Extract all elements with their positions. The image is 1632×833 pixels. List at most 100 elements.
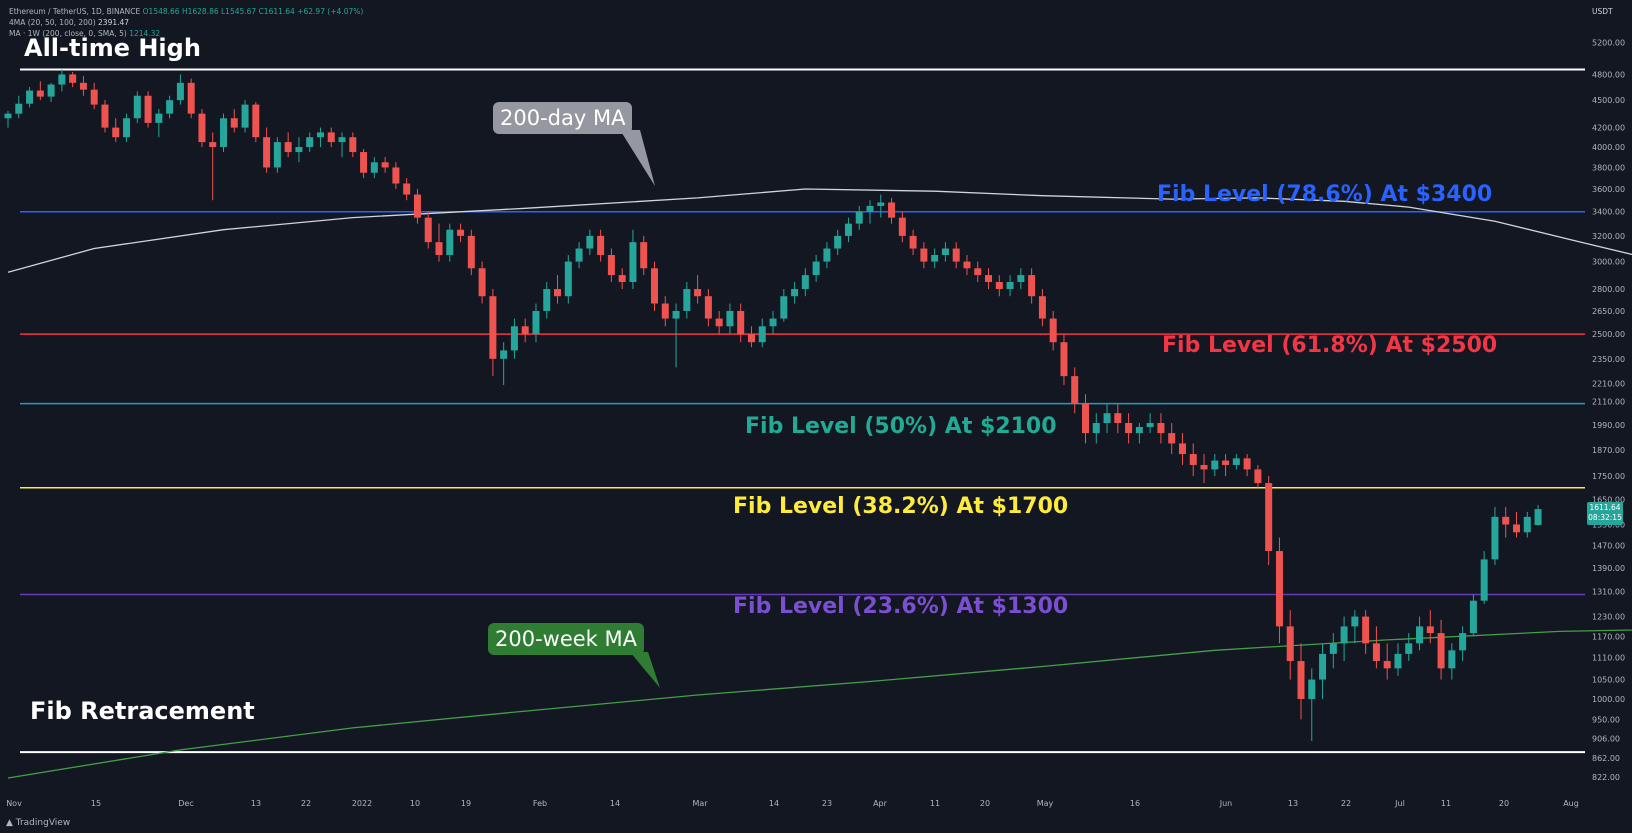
candle-body — [90, 89, 98, 105]
candle-body — [586, 235, 594, 249]
candle-body — [1232, 458, 1240, 465]
candle-body — [403, 183, 411, 195]
time-axis: Nov 15 Dec 13 22 2022 10 19 Feb 14 Mar 14 23 Apr 11 20 M… — [6, 799, 1579, 808]
candle-body — [952, 248, 960, 262]
candle-body — [1297, 661, 1305, 699]
candle-body — [489, 296, 497, 359]
tradingview-text: TradingView — [15, 818, 71, 828]
price-tick-label: 1050.00 — [1592, 676, 1625, 685]
candle-body — [1243, 458, 1251, 470]
ma1w-indicator-row[interactable]: MA · 1W (200, close, 0, SMA, 5) 1214.32 — [9, 29, 160, 38]
candle-body — [532, 310, 540, 335]
price-tick-label: 3600.00 — [1592, 185, 1625, 194]
time-tick-label: 19 — [461, 799, 471, 808]
symbol-header[interactable]: Ethereum / TetherUS, 1D, BINANCE O1548.6… — [9, 7, 363, 16]
last-price: 1611.64 — [1589, 503, 1621, 512]
candle-body — [715, 318, 723, 327]
candle-body — [424, 217, 432, 243]
price-tick-label: 3000.00 — [1592, 258, 1625, 267]
candle-body — [446, 229, 454, 256]
ma4-value: 2391.47 — [98, 18, 130, 27]
candle-body — [4, 113, 12, 119]
candle-body — [909, 235, 917, 249]
candle-body — [1491, 516, 1499, 560]
price-tick-label: 4200.00 — [1592, 124, 1625, 133]
fib-retracement-label: Fib Retracement — [30, 697, 255, 725]
price-tick-label: 950.00 — [1592, 715, 1620, 724]
candle-body — [1362, 616, 1370, 644]
candle-body — [1114, 413, 1122, 424]
candle-body — [554, 289, 562, 297]
all-time-high-label: All-time High — [24, 34, 201, 62]
candle-body — [15, 103, 23, 114]
candle-body — [123, 118, 131, 138]
candle-body — [823, 248, 831, 262]
candle-body — [1448, 650, 1456, 669]
candle-body — [1383, 661, 1391, 669]
candle-body — [112, 127, 120, 138]
candle-body — [866, 205, 874, 212]
price-tick-label: 3200.00 — [1592, 232, 1625, 241]
candle-body — [1308, 679, 1316, 699]
candle-body — [144, 95, 152, 123]
candle-body — [1200, 464, 1208, 470]
time-tick-label: 22 — [1341, 799, 1351, 808]
candle-body — [1178, 443, 1186, 455]
ma4-indicator-row[interactable]: 4MA (20, 50, 100, 200) 2391.47 — [9, 18, 129, 27]
candle-body — [198, 113, 206, 143]
candle-body — [812, 261, 820, 276]
candle-body — [413, 194, 421, 218]
candle-body — [1049, 318, 1057, 343]
candle-body — [1060, 342, 1068, 377]
candle-body — [1523, 516, 1531, 533]
candle-body — [726, 310, 734, 327]
candle-body — [1092, 423, 1100, 434]
candle-body — [1082, 403, 1089, 434]
price-tick-label: 3400.00 — [1592, 208, 1625, 217]
tradingview-logo[interactable]: ▲ TradingView — [6, 818, 71, 828]
price-tick-label: 4800.00 — [1592, 70, 1625, 79]
candle-body — [855, 211, 863, 224]
time-tick-label: 13 — [251, 799, 261, 808]
price-tick-label: 822.00 — [1592, 773, 1620, 782]
candle-body — [995, 282, 1003, 290]
candle-body — [564, 261, 572, 297]
price-tick-label: 1170.00 — [1592, 632, 1625, 641]
price-tick-label: 2350.00 — [1592, 355, 1625, 364]
candle-body — [791, 289, 799, 297]
candle-body — [1006, 282, 1014, 290]
price-tick-label: 862.00 — [1592, 754, 1620, 763]
candle-body — [704, 296, 712, 319]
price-chart[interactable]: 5200.00 4800.00 4500.00 4200.00 4000.00 3800.… — [0, 0, 1632, 815]
candle-body — [1340, 626, 1348, 644]
candle-body — [1319, 653, 1327, 680]
candle-body — [166, 100, 174, 114]
candle-body — [974, 268, 982, 276]
price-tick-label: 4000.00 — [1592, 143, 1625, 152]
candle-body — [597, 235, 605, 256]
ma200w-line — [7, 629, 1632, 779]
candle-body — [1146, 423, 1154, 428]
candle-body — [1222, 460, 1230, 465]
time-tick-label: 10 — [410, 799, 420, 808]
candle-body — [241, 104, 249, 128]
candle-body — [780, 296, 788, 319]
candle-body — [747, 334, 755, 343]
candle-body — [316, 132, 324, 138]
price-tick-label: 2500.00 — [1592, 330, 1625, 339]
price-tick-label: 1310.00 — [1592, 587, 1625, 596]
candle-body — [888, 202, 896, 218]
candle-body — [694, 289, 702, 297]
time-tick-label: 22 — [301, 799, 311, 808]
candle-body — [1189, 454, 1197, 465]
time-tick-label: 14 — [610, 799, 620, 808]
time-tick-label: 2022 — [352, 799, 372, 808]
price-tick-label: 1870.00 — [1592, 446, 1625, 455]
candle-body — [435, 242, 443, 256]
candle-body — [607, 255, 615, 276]
candle-body — [1286, 626, 1294, 662]
price-tick-label: 5200.00 — [1592, 39, 1625, 48]
candle-body — [651, 268, 658, 304]
candle-body — [478, 268, 486, 297]
time-tick-label: Nov — [6, 799, 22, 808]
